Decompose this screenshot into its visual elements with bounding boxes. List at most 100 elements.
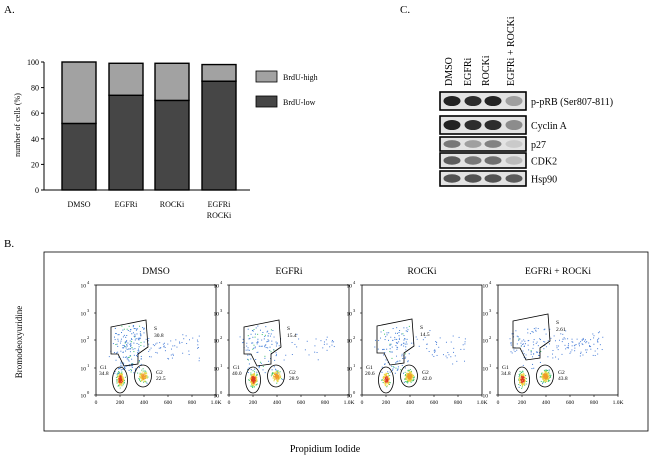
- flow-dot: [407, 376, 409, 378]
- blot-band: [484, 156, 502, 165]
- flow-dot: [271, 343, 273, 345]
- flow-dot: [124, 376, 126, 378]
- flow-dot: [172, 345, 174, 347]
- flow-dot: [564, 344, 566, 346]
- flow-dot: [549, 380, 551, 382]
- flow-dot: [582, 354, 584, 356]
- flow-dot: [253, 344, 255, 346]
- flow-dot: [265, 326, 267, 328]
- gate-s: [110, 319, 149, 367]
- flow-dot: [542, 372, 544, 374]
- flow-dot: [396, 346, 398, 348]
- flow-dot: [392, 368, 394, 370]
- flow-dot: [409, 374, 411, 376]
- flow-dot: [142, 379, 144, 381]
- flow-dot: [256, 373, 258, 375]
- flow-dot: [410, 370, 412, 372]
- flow-dot: [143, 345, 145, 347]
- flow-dot: [137, 337, 139, 339]
- flow-dot: [557, 349, 559, 351]
- flow-dot: [119, 378, 121, 380]
- flow-dot: [520, 377, 522, 379]
- flow-dot: [545, 379, 547, 381]
- flow-dot: [405, 349, 407, 351]
- flow-ytick-label: 10: [214, 394, 220, 400]
- flow-dot: [129, 343, 131, 345]
- flow-dot: [122, 368, 124, 370]
- flow-dot: [383, 375, 385, 377]
- flow-dot: [256, 378, 258, 380]
- flow-dot: [542, 374, 544, 376]
- flow-dot: [408, 373, 410, 375]
- flow-dot: [542, 377, 544, 379]
- flow-dot: [386, 378, 388, 380]
- flow-dot: [394, 372, 396, 374]
- flow-dot: [407, 380, 409, 382]
- flow-dot: [264, 346, 266, 348]
- flow-dot: [521, 379, 523, 381]
- flow-dot: [549, 373, 551, 375]
- flow-dot: [561, 353, 563, 355]
- flow-dot: [385, 359, 387, 361]
- legend-swatch-brdu-low: [255, 95, 278, 108]
- flow-ytick-label: 10: [347, 367, 353, 373]
- flow-dot: [464, 360, 466, 362]
- flow-dot: [533, 353, 535, 355]
- flow-dot: [265, 347, 267, 349]
- flow-dot: [143, 381, 145, 383]
- flow-dot: [464, 341, 466, 343]
- flow-dot: [518, 379, 520, 381]
- flow-dot: [275, 377, 277, 379]
- flow-dot: [384, 380, 386, 382]
- flow-dot: [521, 383, 523, 385]
- flow-dot: [140, 344, 142, 346]
- flow-dot: [380, 331, 382, 333]
- flow-dot: [115, 377, 117, 379]
- flow-dot: [395, 355, 397, 357]
- flow-dot: [381, 366, 383, 368]
- flow-dot: [136, 342, 138, 344]
- flow-ytick-label: 10: [81, 312, 87, 318]
- flow-dot: [251, 379, 253, 381]
- flow-dot: [130, 345, 132, 347]
- flow-dot: [385, 374, 387, 376]
- flow-dot: [388, 378, 390, 380]
- flow-dot: [285, 354, 287, 356]
- flow-dot: [530, 351, 532, 353]
- flow-dot: [130, 369, 132, 371]
- flow-dot: [542, 383, 544, 385]
- flow-dot: [249, 377, 251, 379]
- flow-dot: [137, 348, 139, 350]
- flow-dot: [520, 374, 522, 376]
- flow-dot: [142, 375, 144, 377]
- flow-dot: [254, 336, 256, 338]
- flow-dot: [123, 381, 125, 383]
- flow-dot: [538, 355, 540, 357]
- flow-dot: [271, 340, 273, 342]
- flow-dot: [567, 344, 569, 346]
- flow-dot: [119, 385, 121, 387]
- flow-dot: [186, 343, 188, 345]
- legend-brdu-low: BrdU-low: [283, 98, 316, 107]
- flow-dot: [412, 376, 414, 378]
- flow-dot: [123, 382, 125, 384]
- flow-dot: [397, 369, 399, 371]
- flow-dot: [277, 370, 279, 372]
- flow-dot: [116, 379, 118, 381]
- flow-dot: [278, 376, 280, 378]
- flow-dot: [130, 345, 132, 347]
- flow-dot: [390, 351, 392, 353]
- flow-dot: [139, 373, 141, 375]
- flow-dot: [460, 348, 462, 350]
- flow-ytick-exp: 2: [220, 335, 222, 340]
- flow-dot: [530, 353, 532, 355]
- flow-dot: [172, 354, 174, 356]
- flow-dot: [273, 380, 275, 382]
- flow-dot: [143, 374, 145, 376]
- flow-dot: [118, 372, 120, 374]
- flow-dot: [273, 349, 275, 351]
- flow-dot: [519, 374, 521, 376]
- flow-xtick-label: 0: [228, 400, 231, 406]
- flow-dot: [140, 377, 142, 379]
- flow-dot: [120, 382, 122, 384]
